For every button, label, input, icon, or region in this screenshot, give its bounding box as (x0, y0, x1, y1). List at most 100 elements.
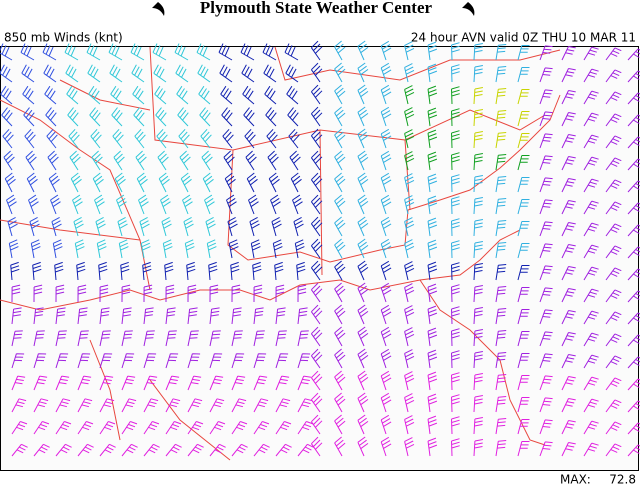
wind-barb (0, 43, 13, 61)
wind-barb (32, 261, 42, 281)
wind-barb (11, 284, 21, 303)
wind-barb (136, 172, 148, 193)
wind-barb (380, 392, 392, 413)
wind-barb (334, 414, 346, 435)
wind-barb (334, 238, 346, 259)
wind-barb (427, 327, 438, 347)
wind-barb (221, 107, 233, 127)
wind-barb (310, 172, 323, 193)
wind-barb (177, 107, 189, 127)
wind-barb (605, 443, 622, 457)
wind-barb (473, 307, 483, 325)
wind-barb (55, 330, 67, 347)
wind-barb (583, 68, 599, 83)
wind-barb (605, 245, 622, 259)
wind-barb (121, 307, 132, 325)
wind-barb (627, 290, 640, 303)
wind-barb (334, 150, 346, 171)
wind-barb (310, 436, 323, 457)
wind-barb (451, 240, 460, 259)
wind-barb (206, 239, 217, 259)
wind-barb (33, 443, 50, 457)
wind-barb (495, 154, 507, 171)
wind-barb (495, 286, 507, 303)
wind-barb (495, 132, 507, 149)
wind-barb (297, 398, 313, 413)
wind-barb (583, 46, 599, 61)
wind-barb (495, 264, 507, 281)
wind-barb (539, 111, 553, 127)
wind-barb (451, 196, 460, 215)
wind-barb (209, 307, 220, 325)
wind-barb (96, 239, 107, 259)
wind-barb (121, 443, 138, 457)
wind-barb (473, 417, 483, 435)
wind-barb (334, 370, 346, 391)
wind-barb (380, 194, 392, 215)
wind-barb (10, 261, 20, 281)
wind-barb (209, 421, 226, 435)
wind-barb (357, 348, 369, 369)
wind-barb (1, 107, 13, 127)
wind-barb (8, 239, 19, 259)
wind-barb (187, 330, 199, 347)
wind-barb (334, 260, 346, 281)
wind-barb (539, 309, 553, 325)
wind-barb (310, 304, 323, 325)
wind-barb (427, 393, 438, 413)
field-label: 850 mb Winds (knt) (4, 31, 123, 45)
wind-barb (143, 398, 159, 413)
wind-barb (380, 414, 392, 435)
wind-barb (44, 85, 57, 105)
wind-barb (55, 284, 65, 303)
wind-barb (310, 348, 323, 369)
wind-barb (222, 128, 234, 149)
wind-barb (605, 355, 622, 369)
wind-barb (118, 239, 129, 259)
wind-barb (112, 128, 124, 149)
wind-barb (90, 128, 102, 149)
wind-barb (561, 178, 576, 193)
wind-barb (404, 63, 415, 83)
wind-barb (627, 378, 640, 391)
wind-barb (132, 85, 145, 105)
wind-barb (539, 441, 553, 457)
wind-barb (143, 421, 160, 435)
wind-barb (23, 107, 35, 127)
wind-barb (262, 43, 277, 61)
wind-barb (187, 398, 203, 413)
wind-barb (473, 197, 483, 215)
wind-barb (133, 107, 145, 127)
wind-barb (182, 194, 193, 215)
wind-barb (561, 354, 576, 369)
wind-barb (561, 288, 576, 303)
wind-barb (99, 307, 110, 325)
wind-barb (231, 353, 245, 369)
wind-barb (605, 69, 622, 83)
wind-barb (495, 220, 507, 237)
wind-barb (55, 375, 70, 391)
wind-barb (404, 41, 415, 61)
wind-barb (94, 194, 105, 215)
wind-barb (357, 260, 369, 281)
wind-barb (130, 43, 145, 61)
wind-barb (539, 199, 553, 215)
wind-barb (380, 172, 392, 193)
wind-barb (165, 398, 181, 413)
wind-barb (473, 285, 483, 303)
wind-barb (11, 421, 28, 435)
wind-barb (583, 200, 599, 215)
wind-barb (583, 134, 599, 149)
wind-barb (111, 107, 123, 127)
wind-barb (539, 45, 553, 61)
wind-barb (69, 150, 81, 171)
max-value: 72.8 (609, 473, 636, 487)
border-line (274, 46, 561, 81)
wind-barb (495, 396, 507, 413)
wind-barb (165, 307, 176, 325)
wind-barb (627, 334, 640, 347)
wind-barb (517, 441, 530, 457)
wind-barb (200, 128, 212, 149)
wind-barb (451, 218, 460, 237)
